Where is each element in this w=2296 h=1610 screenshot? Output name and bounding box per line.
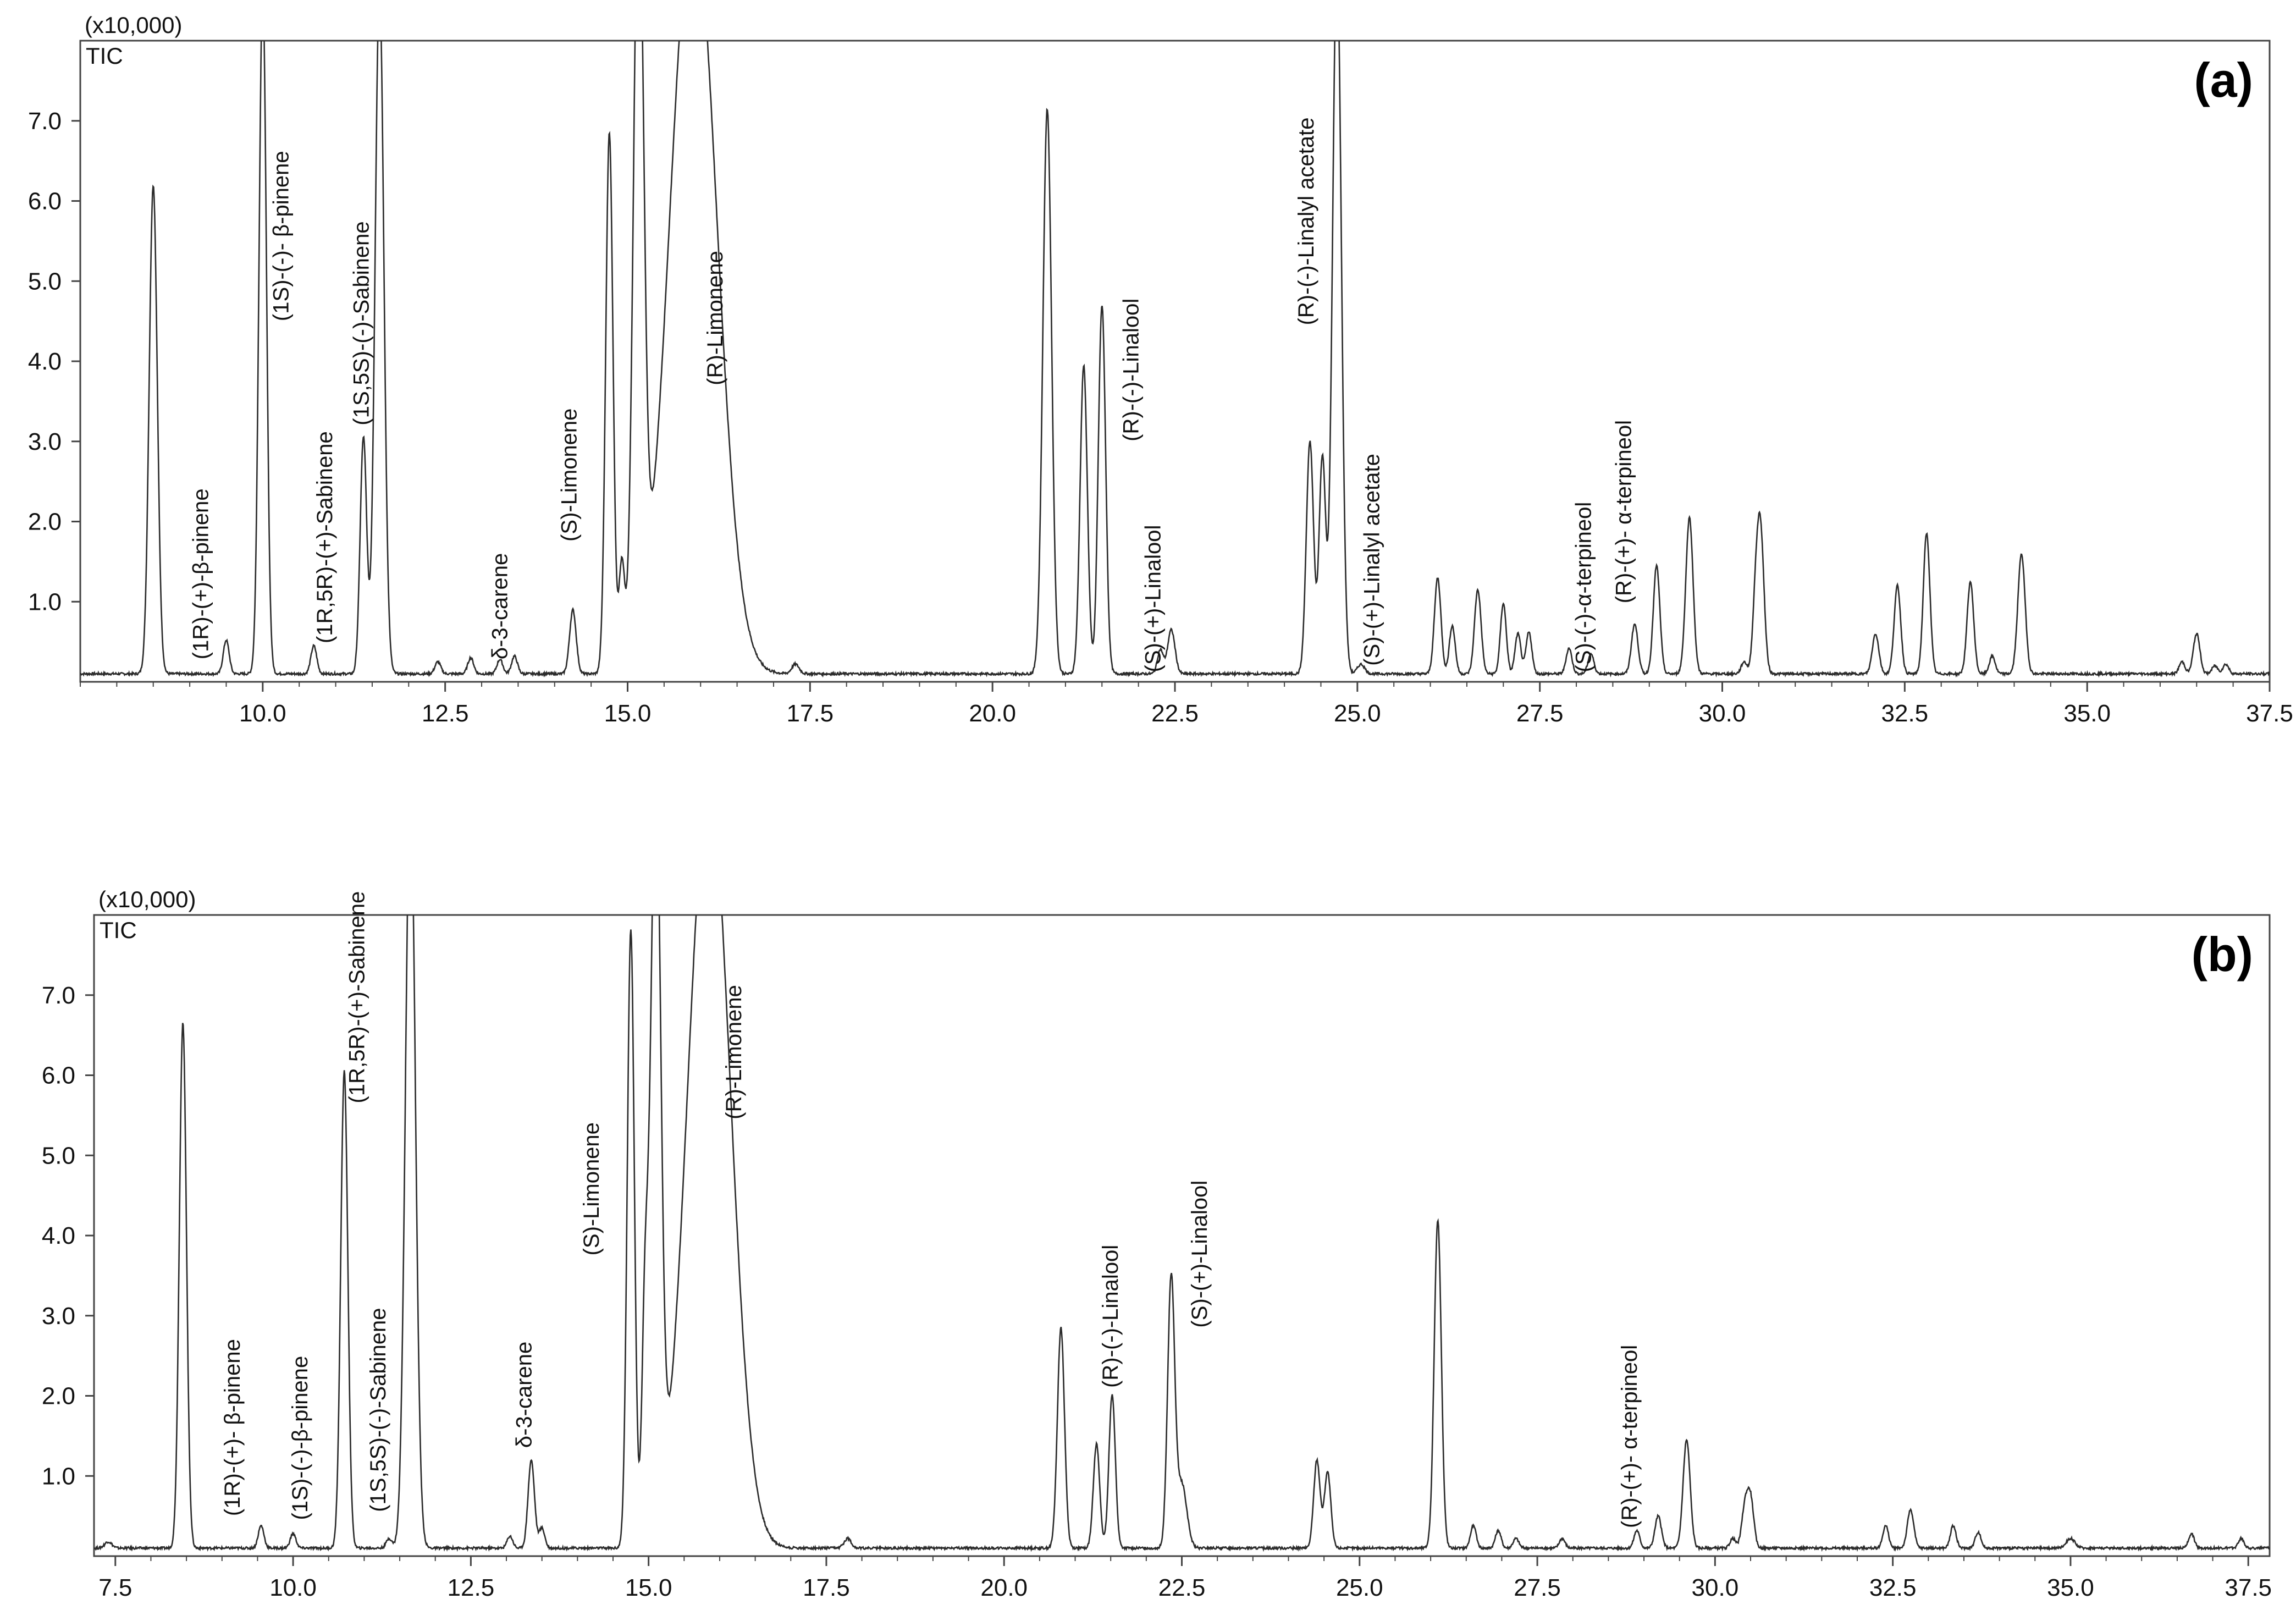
x-tick-label: 20.0 (969, 700, 1016, 727)
x-tick-label: 27.5 (1516, 700, 1564, 727)
peak-point (621, 569, 622, 570)
peak-point (1750, 1499, 1751, 1501)
y-tick-label: 5.0 (28, 268, 62, 295)
y-tick-label: 7.0 (28, 108, 62, 135)
peak-annotation: (R)-Limonene (722, 985, 746, 1120)
peak-annotation: (1R,5R)-(+)-Sabinene (345, 891, 369, 1104)
x-tick-label: 30.0 (1692, 1574, 1739, 1601)
y-tick-label: 2.0 (28, 509, 62, 536)
peak-annotation: (1S)-(-)-β-pinene (288, 1356, 312, 1520)
y-multiplier-label: (x10,000) (98, 886, 196, 912)
y-multiplier-label: (x10,000) (85, 12, 182, 38)
peak-point (1101, 305, 1102, 306)
x-tick-label: 15.0 (625, 1574, 672, 1601)
y-tick-label: 5.0 (42, 1142, 75, 1169)
peak-annotation: (S)-Limonene (558, 409, 582, 542)
x-tick-label: 25.0 (1334, 700, 1381, 727)
peak-point (1754, 625, 1756, 626)
y-tick-label: 3.0 (28, 428, 62, 455)
peak-annotation: (S)-(+)-Linalool (1141, 525, 1166, 672)
peak-annotation: (R)-Limonene (703, 251, 727, 385)
peak-annotation: (S)-(+)-Linalyl acetate (1360, 454, 1384, 666)
y-tick-label: 2.0 (42, 1383, 75, 1410)
panel-b: 1.0 2.0 3.0 4.0 5.0 6.0 7.0 7.5 10.0 12.5 15.0 17.5… (42, 886, 2272, 1601)
x-tick-label: 32.5 (1881, 700, 1929, 727)
peak-annotation: δ-3-carene (512, 1342, 536, 1448)
peak-annotation: (R)-(-)-Linalool (1099, 1245, 1123, 1388)
peak-annotation: (S)-Limonene (579, 1122, 604, 1255)
peak-annotation: (R)-(+)- α-terpineol (1618, 1345, 1642, 1528)
peak-annotation: (R)-(+)- α-terpineol (1612, 420, 1636, 603)
x-tick-label: 35.0 (2047, 1574, 2094, 1601)
x-tick-label: 20.0 (980, 1574, 1028, 1601)
x-tick-label: 10.0 (269, 1574, 317, 1601)
y-tick-label: 7.0 (42, 982, 75, 1009)
x-tick-label: 12.5 (422, 700, 469, 727)
x-tick-label: 10.0 (239, 700, 286, 727)
peak-annotation: (S)-(+)-Linalool (1188, 1181, 1212, 1328)
y-tick-label: 4.0 (42, 1222, 75, 1249)
x-tick-label: 35.0 (2063, 700, 2111, 727)
peak-annotation: (R)-(-)-Linalool (1119, 299, 1144, 442)
peak-point (644, 1327, 645, 1328)
trace-label: TIC (86, 43, 123, 69)
panel-tag: (b) (2192, 927, 2253, 982)
x-tick-label: 30.0 (1699, 700, 1746, 727)
peak-annotation: (1R)-(+)-β-pinene (189, 488, 213, 659)
panel-a: 1.0 2.0 3.0 4.0 5.0 6.0 7.0 10.0 12.5 15.0 17.5 20.… (28, 12, 2293, 727)
y-tick-label: 6.0 (42, 1062, 75, 1089)
x-tick-label: 7.5 (98, 1574, 132, 1601)
x-tick-label: 37.5 (2225, 1574, 2272, 1601)
x-tick-label: 17.5 (787, 700, 834, 727)
tic-trace (80, 41, 2270, 678)
x-tick-label: 32.5 (1869, 1574, 1917, 1601)
peak-annotation: (1R)-(+)- β-pinene (220, 1339, 245, 1516)
peak-annotation: (S)-(-)-α-terpineol (1572, 502, 1596, 672)
x-tick-label: 27.5 (1514, 1574, 1561, 1601)
panel-tag: (a) (2194, 53, 2253, 107)
plot-frame (79, 40, 2271, 683)
x-tick-label: 17.5 (803, 1574, 850, 1601)
peak-annotation: (1R,5R)-(+)-Sabinene (313, 431, 337, 643)
peak-annotation: (1S,5S)-(-)-Sabinene (349, 221, 373, 425)
peak-annotation: (R)-(-)-Linalyl acetate (1294, 118, 1318, 326)
y-tick-label: 1.0 (28, 588, 62, 615)
x-tick-label: 12.5 (448, 1574, 495, 1601)
peak-annotation: (1S,5S)-(-)-Sabinene (366, 1308, 390, 1512)
y-tick-label: 4.0 (28, 348, 62, 375)
tic-trace (94, 915, 2270, 1552)
x-tick-label: 22.5 (1151, 700, 1199, 727)
trace-label: TIC (100, 917, 137, 943)
x-tick-label: 25.0 (1336, 1574, 1383, 1601)
x-tick-label: 15.0 (604, 700, 652, 727)
peak-annotation: (1S)-(-)- β-pinene (269, 151, 293, 321)
y-tick-label: 3.0 (42, 1303, 75, 1330)
y-tick-label: 6.0 (28, 188, 62, 215)
peak-annotation: δ-3-carene (488, 553, 512, 659)
peak-point (1745, 1508, 1746, 1509)
x-tick-label: 37.5 (2246, 700, 2293, 727)
y-tick-label: 1.0 (42, 1463, 75, 1490)
x-tick-label: 22.5 (1158, 1574, 1206, 1601)
